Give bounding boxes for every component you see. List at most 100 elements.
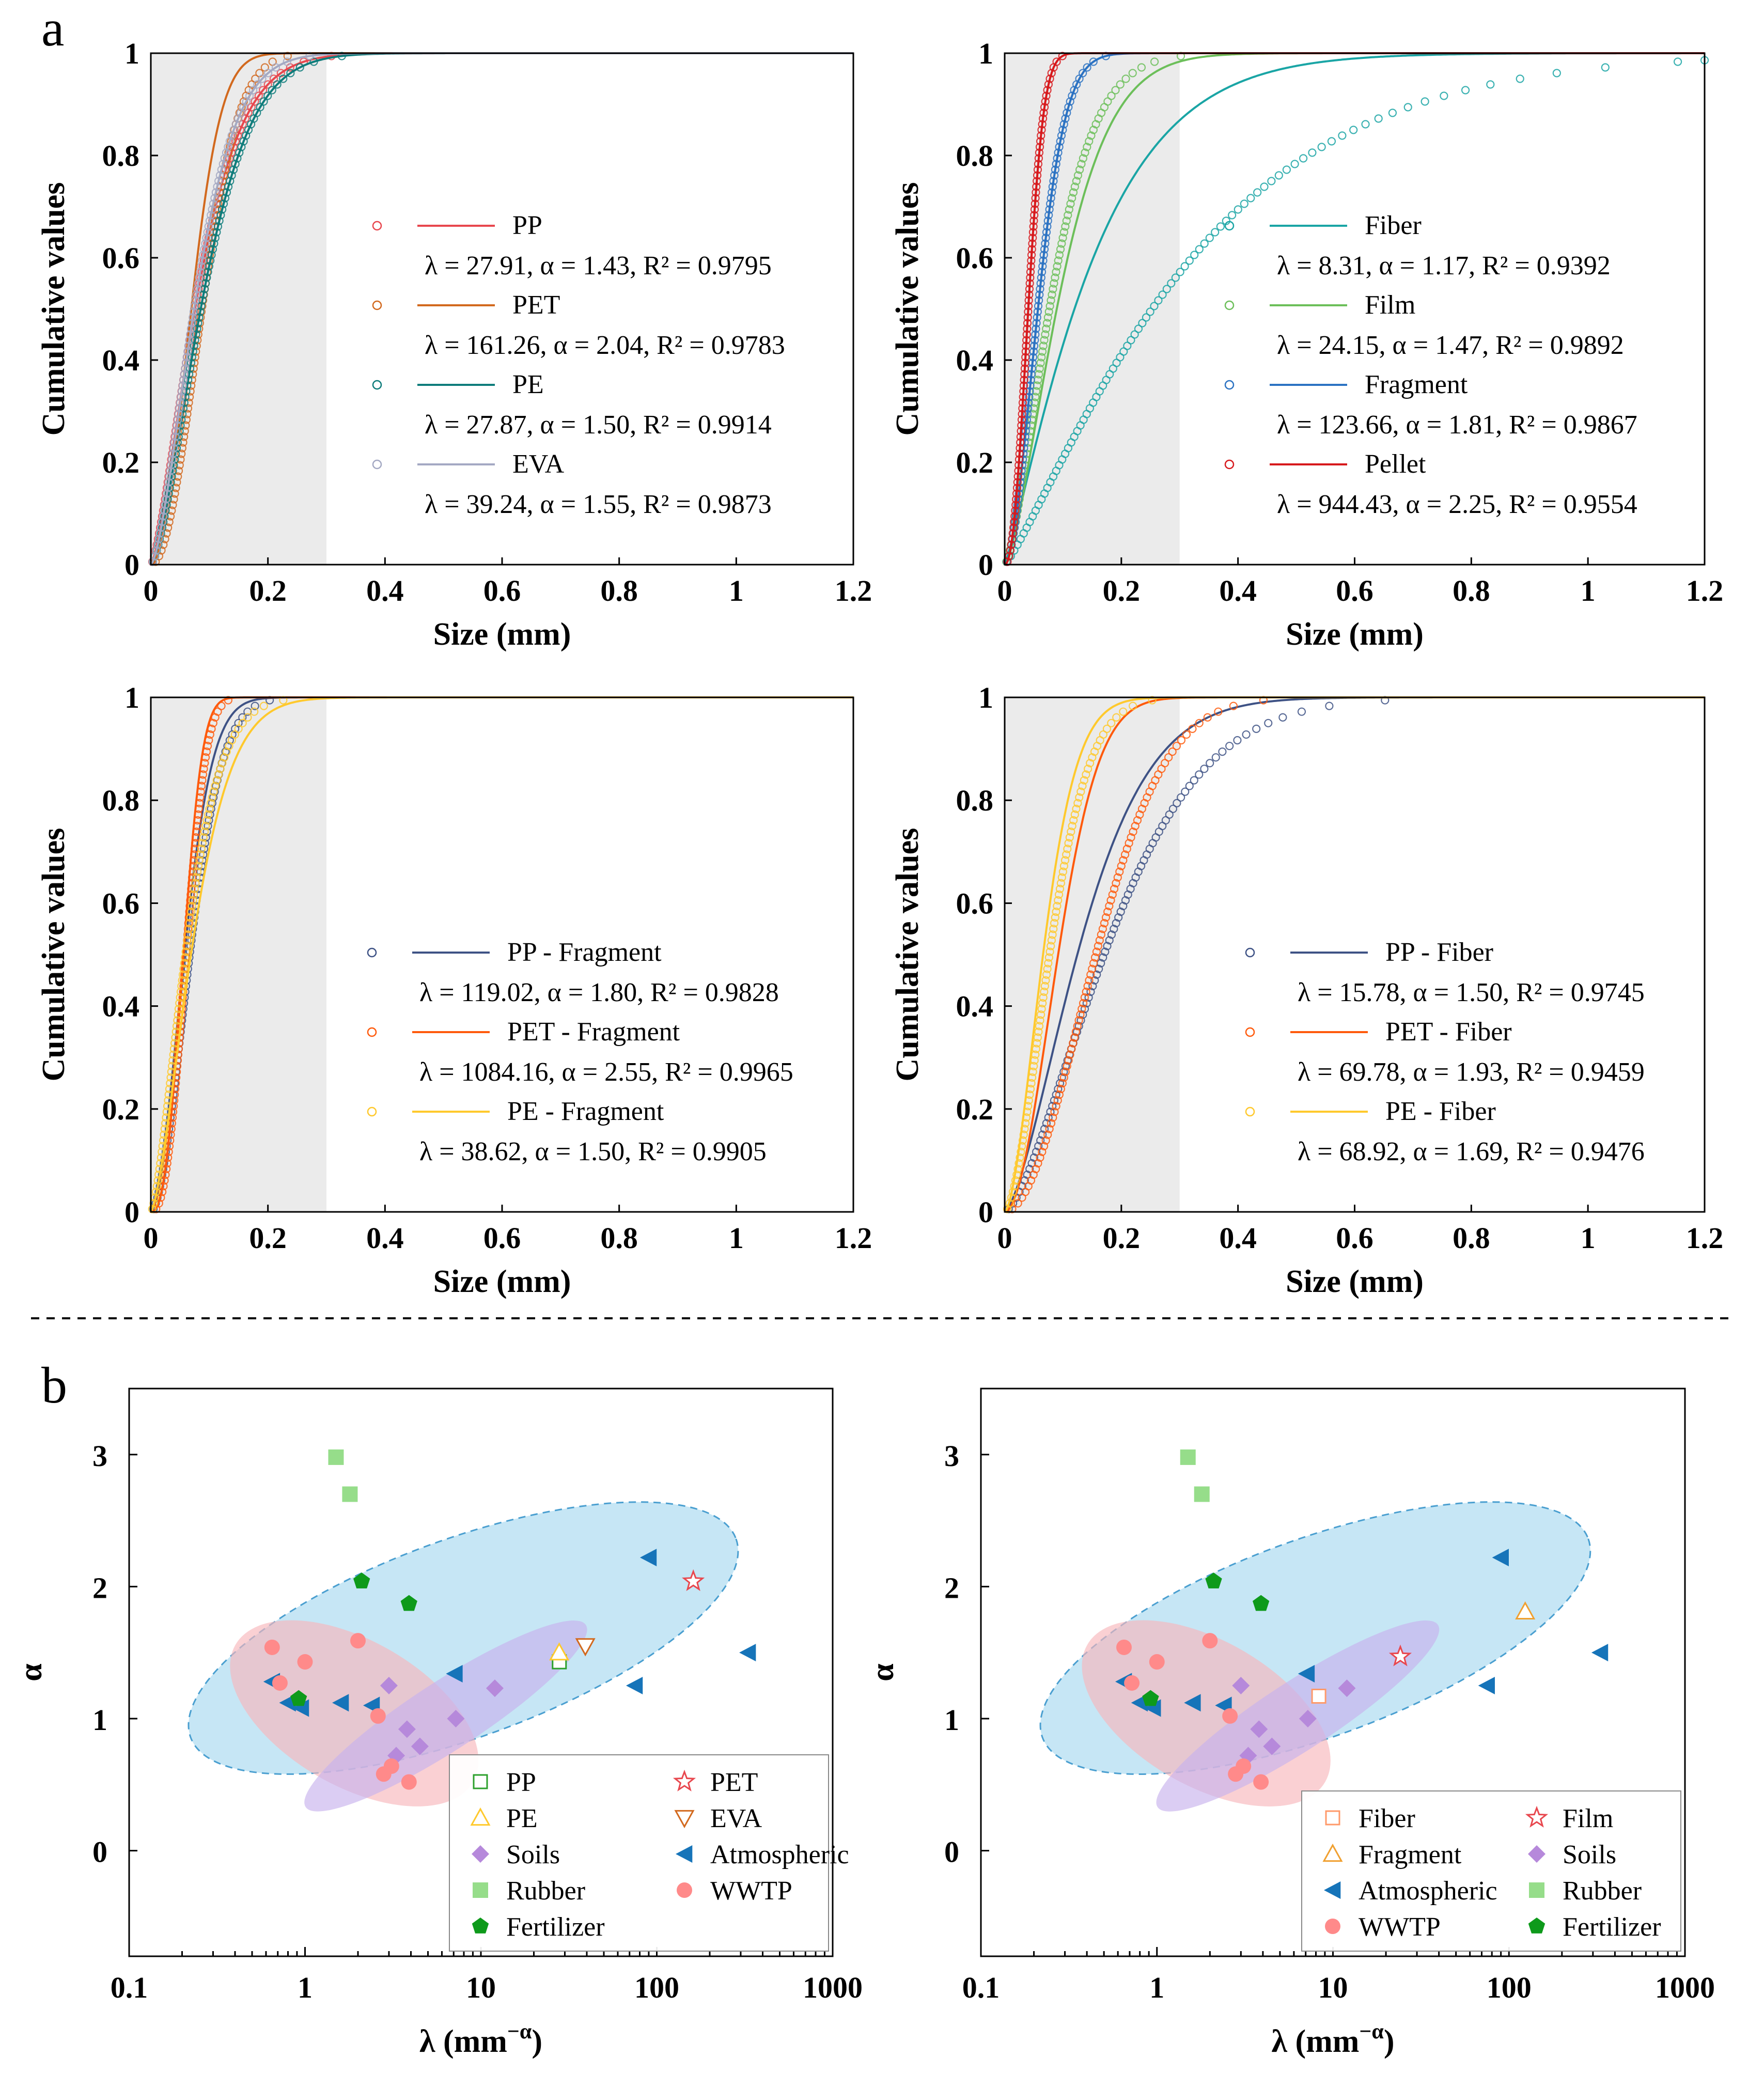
- y-tick-label: 0.2: [956, 1093, 994, 1126]
- legend-stats: λ = 39.24, α = 1.55, R² = 0.9873: [425, 490, 772, 519]
- data-point: [180, 427, 189, 435]
- data-point: [1041, 976, 1050, 985]
- y-tick-label: 0: [124, 1195, 139, 1229]
- data-point: [1122, 845, 1131, 853]
- data-point: [1045, 947, 1054, 956]
- x-tick-label: 100: [634, 1971, 679, 2004]
- marker: [473, 1882, 488, 1898]
- data-point: [1338, 131, 1347, 140]
- data-point: [1065, 205, 1073, 214]
- data-point: [206, 799, 215, 807]
- data-point: [1037, 353, 1046, 362]
- data-point: [1033, 1033, 1042, 1042]
- data-point: [1071, 1027, 1081, 1036]
- data-point: [1047, 296, 1055, 305]
- legend-stats: λ = 69.78, α = 1.93, R² = 0.9459: [1298, 1057, 1645, 1087]
- data-point: [182, 415, 191, 424]
- data-point: [1160, 759, 1169, 768]
- data-point: [1052, 57, 1061, 66]
- legend-label: Atmospheric: [1359, 1876, 1497, 1906]
- data-point: [1154, 296, 1163, 305]
- data-point: [1017, 1147, 1025, 1156]
- data-point: [1052, 1102, 1060, 1111]
- chart-a1: 0 0.2 0.4 0.6 0.8 1 1.2 0 0.2 0.4 0.6 0.8 1 Size (mm)…: [36, 37, 872, 652]
- data-point: [1065, 833, 1074, 842]
- series-pet: [682, 1569, 705, 1591]
- data-point: [1062, 216, 1071, 225]
- data-point: [1128, 69, 1137, 77]
- marker: [1202, 1633, 1218, 1649]
- marker: [677, 1882, 692, 1898]
- data-point: [271, 63, 280, 72]
- data-point: [1047, 942, 1055, 950]
- data-point: [1042, 970, 1051, 979]
- data-point: [1299, 154, 1308, 163]
- data-point: [1090, 953, 1100, 962]
- data-point: [234, 719, 243, 727]
- x-tick-label: 0: [997, 1221, 1012, 1255]
- y-axis-label: Cumulative values: [890, 828, 925, 1082]
- data-point: [1057, 1073, 1066, 1082]
- data-point: [1142, 313, 1151, 322]
- data-point: [1059, 228, 1069, 237]
- data-point: [1099, 953, 1107, 962]
- data-point: [1116, 80, 1125, 89]
- legend-marker: [372, 459, 382, 470]
- data-point: [283, 57, 291, 66]
- data-point: [1317, 143, 1326, 151]
- data-point: [1420, 97, 1429, 106]
- data-point: [198, 856, 207, 865]
- data-point: [1050, 1096, 1059, 1105]
- data-point: [1195, 245, 1204, 254]
- data-point: [180, 432, 189, 441]
- marker: [473, 1774, 488, 1789]
- marker: [1492, 1549, 1509, 1567]
- legend-stats: λ = 119.02, α = 1.80, R² = 0.9828: [419, 978, 779, 1007]
- legend: PP λ = 27.91, α = 1.43, R² = 0.9795 PET λ =…: [372, 211, 785, 519]
- data-point: [1130, 330, 1139, 339]
- data-point: [1111, 86, 1120, 95]
- data-point: [157, 1153, 165, 1162]
- data-point: [1082, 999, 1091, 1008]
- marker: [411, 1737, 429, 1755]
- data-point: [1092, 970, 1101, 979]
- data-point: [1229, 702, 1238, 710]
- data-point: [1080, 1005, 1089, 1014]
- marker: [353, 1572, 370, 1588]
- data-point: [173, 1062, 182, 1070]
- legend-label: Fertilizer: [1563, 1912, 1661, 1942]
- ellipse-soils-region: [304, 1620, 587, 1812]
- data-point: [191, 879, 200, 887]
- data-point: [1068, 91, 1076, 100]
- x-axis-label: Size (mm): [1286, 617, 1424, 652]
- data-point: [1185, 782, 1194, 790]
- data-point: [1185, 256, 1194, 265]
- legend-label: Rubber: [506, 1876, 585, 1906]
- x-tick-label: 1: [1581, 574, 1596, 607]
- data-point: [1282, 165, 1291, 174]
- data-point: [216, 765, 225, 773]
- x-tick-label: 0.2: [249, 1221, 287, 1255]
- data-point: [224, 148, 233, 157]
- data-point: [234, 724, 243, 733]
- data-point: [1090, 976, 1099, 985]
- legend-marker: [372, 221, 382, 231]
- data-point: [1059, 1073, 1068, 1082]
- marker: [350, 1633, 366, 1649]
- data-point: [1601, 63, 1610, 72]
- data-point: [1068, 821, 1076, 831]
- data-point: [1029, 404, 1038, 413]
- data-point: [183, 936, 192, 945]
- data-point: [1077, 160, 1086, 168]
- data-point: [177, 981, 186, 990]
- y-axis-label: α: [13, 1663, 49, 1681]
- data-point: [1054, 1084, 1063, 1094]
- x-tick-label: 0.6: [483, 1221, 521, 1255]
- data-point: [1038, 1147, 1047, 1156]
- data-point: [1182, 730, 1191, 739]
- series-wwtp: [264, 1633, 417, 1790]
- data-point: [169, 495, 178, 504]
- data-point: [1171, 273, 1180, 282]
- legend-label: Fertilizer: [506, 1912, 605, 1942]
- y-tick-label: 0.8: [956, 139, 994, 173]
